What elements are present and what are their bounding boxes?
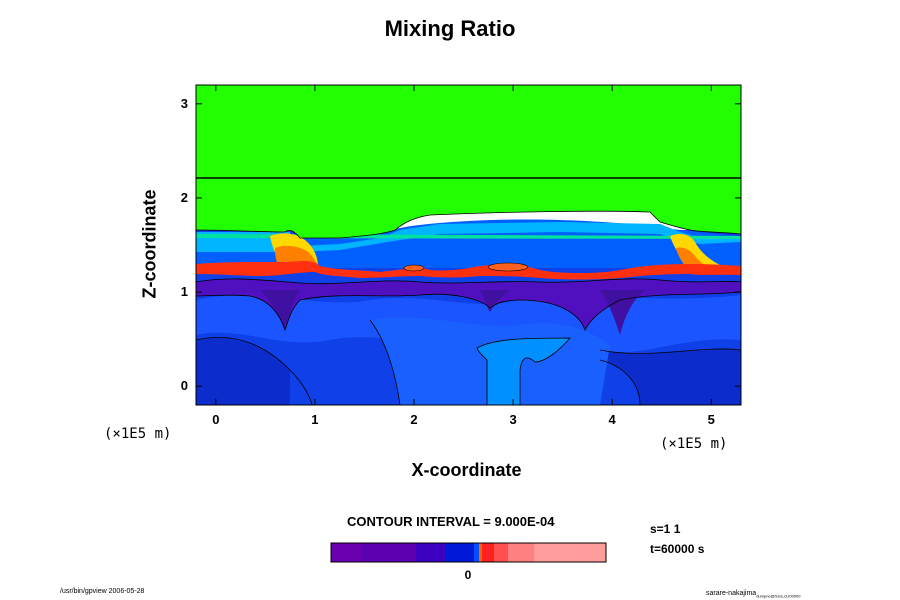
colorbar-cell: [331, 543, 361, 562]
colorbar-cell: [361, 543, 416, 562]
footer-right-main: sarare-nakajima: [706, 590, 757, 597]
y-tick-label: 3: [180, 95, 188, 111]
contour-interval-label: CONTOUR INTERVAL = 9.000E-04: [347, 514, 555, 529]
y-tick-label: 1: [180, 284, 188, 300]
colorbar-cell: [482, 543, 494, 562]
y-tick-label: 2: [180, 189, 188, 205]
x-tick-label: 5: [707, 412, 715, 427]
contour-line-top-interface: [196, 210, 741, 239]
y-axis-label: Z-coordinate: [139, 189, 160, 299]
interface-band: [196, 261, 741, 280]
colorbar-cell: [474, 543, 479, 562]
colorbar-cell: [494, 543, 508, 562]
chart-title: Mixing Ratio: [384, 16, 516, 41]
plot-frame: [195, 84, 742, 406]
x-tick-label: 0: [212, 412, 220, 427]
step-label: s=1 1: [650, 522, 681, 536]
contour-line-left: [196, 336, 313, 405]
colorbar-cell: [508, 543, 534, 562]
deep-blue-left: [196, 337, 290, 405]
colorbar-cell: [479, 543, 482, 562]
contour-line-band: [196, 278, 741, 285]
tick-marks: [196, 85, 741, 405]
contour-line-mid: [369, 319, 401, 405]
contour-line-right: [599, 348, 741, 405]
footer-right-sub: dumpnc@fxsrs,ct,t00000: [756, 593, 801, 599]
interface-blob-small: [403, 264, 425, 272]
downdraft-center: [480, 290, 510, 312]
footer-right: sarare-nakajimadumpnc@fxsrs,ct,t00000: [706, 590, 801, 598]
colorbar-frame: [330, 542, 607, 563]
interface-blob: [487, 262, 529, 272]
cyan-band: [196, 222, 741, 252]
x-unit-label-left: (×1E5 m): [104, 426, 172, 442]
colorbar: [330, 542, 607, 563]
yellow-blob-right: [670, 234, 720, 268]
x-axis-label: X-coordinate: [411, 460, 522, 480]
contour-line-dark: [196, 291, 741, 332]
x-tick-label: 2: [410, 412, 418, 427]
x-unit-label-right: (×1E5 m): [660, 436, 728, 452]
colorbar-cell: [446, 543, 474, 562]
downdraft-left: [260, 290, 300, 330]
time-label: t=60000 s: [650, 542, 705, 556]
y-tick-label: 0: [180, 378, 188, 394]
colorbar-cell: [534, 543, 606, 562]
x-tick-label: 3: [509, 412, 517, 427]
footer-left: /usr/bin/gpview 2006-05-28: [60, 588, 145, 595]
x-tick-label: 1: [311, 412, 319, 427]
contour-field: [196, 85, 741, 405]
colorbar-cell: [416, 543, 446, 562]
x-tick-label: 4: [608, 412, 616, 427]
updraft-column: [476, 337, 571, 405]
deep-blue-right: [600, 348, 741, 405]
downdraft-right: [600, 290, 645, 335]
upper-layer: [196, 85, 741, 238]
colorbar-zero-label: 0: [464, 568, 472, 582]
